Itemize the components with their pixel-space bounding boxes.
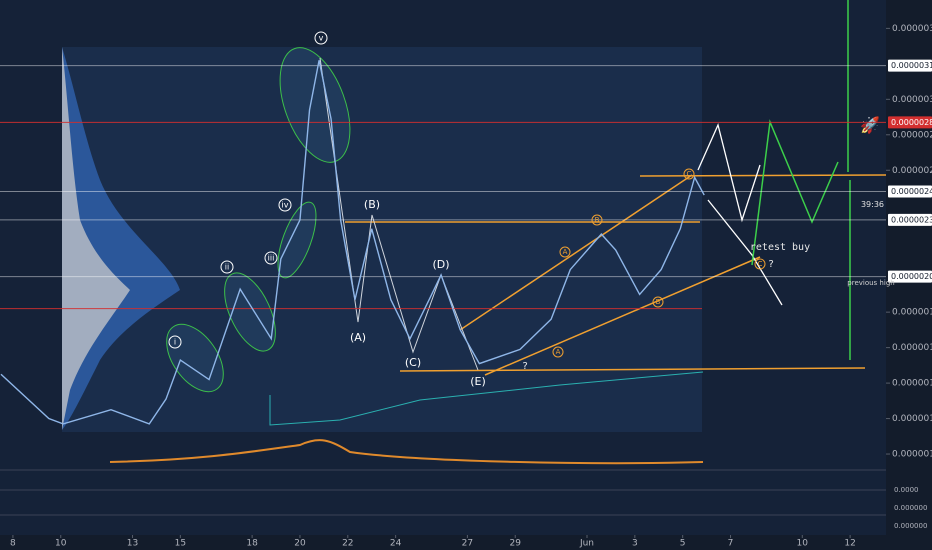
channel-top [459, 174, 693, 331]
pane-axis-label: 0.000000 [894, 522, 927, 530]
projection-white [697, 123, 783, 306]
y-tick-label: 0.00000260 [892, 166, 932, 176]
wave-label: previous high [847, 279, 894, 287]
wave-marker [552, 346, 564, 358]
price-marker [888, 185, 932, 198]
x-tick-label: 24 [390, 539, 402, 549]
time-axis [0, 535, 886, 550]
wave-label: retest buy [750, 242, 810, 253]
wave-ellipses [166, 47, 351, 393]
y-tick-label: 0.00000100 [892, 450, 932, 460]
wave-label: ii [225, 263, 229, 272]
wave-marker [754, 258, 766, 270]
x-tick-label: 13 [127, 539, 138, 549]
arrow [707, 199, 783, 306]
price-line [0, 60, 705, 425]
wave-label: (C) [405, 356, 421, 369]
volume-ma [109, 439, 704, 465]
x-tick-label: 5 [680, 539, 686, 549]
arrow [751, 119, 839, 266]
wave-marker [264, 251, 278, 265]
wave-label: iii [268, 254, 275, 263]
price-marker [888, 59, 932, 72]
rocket-icon: 🚀 [860, 116, 880, 135]
arrow [697, 123, 761, 223]
x-tick-label: 12 [844, 539, 855, 549]
ellipse [224, 272, 276, 352]
wave-marker [683, 168, 695, 180]
wave-label: (A) [350, 331, 366, 344]
pane-axis-label: 0.0000 [894, 486, 919, 494]
wave-marker [220, 260, 234, 274]
price-marker-label: 0.00000287 [891, 118, 932, 127]
wave-marker [314, 31, 328, 45]
wave-marker [278, 198, 292, 212]
wave-label: iv [282, 201, 289, 210]
wave-label: (B) [364, 198, 380, 211]
wave-marker [559, 246, 571, 258]
x-tick-label: 22 [342, 539, 353, 549]
y-tick-label: 0.00000160 [892, 343, 932, 353]
x-tick-label: 10 [55, 539, 67, 549]
wave-label: C [758, 260, 763, 268]
wave-label: (D) [432, 258, 449, 271]
price-marker [888, 270, 932, 283]
wave-label: A [556, 348, 561, 356]
x-tick-label: 3 [632, 539, 638, 549]
wave-label: (E) [470, 375, 486, 388]
countdown: 39:36 [861, 200, 884, 209]
wave-label: i [174, 338, 176, 347]
pane-axis-label: 0.000000 [894, 504, 927, 512]
price-marker-label: 0.00000232 [891, 215, 932, 224]
wave-label: v [319, 34, 324, 43]
y-tick-label: 0.00000120 [892, 414, 932, 424]
x-tick-label: 29 [510, 539, 522, 549]
wave-marker [591, 214, 603, 226]
x-tick-label: 15 [175, 539, 186, 549]
y-tick-label: 0.00000340 [892, 24, 932, 34]
trend-lines [345, 174, 887, 376]
y-tick-label: 0.00000140 [892, 379, 932, 389]
price-marker-label: 0.00000200 [891, 272, 932, 281]
y-tick-label: 0.00000180 [892, 308, 932, 318]
wave-label: A [563, 248, 568, 256]
x-tick-label: 8 [10, 539, 16, 549]
wave-label: B [656, 298, 661, 306]
x-tick-label: 10 [797, 539, 809, 549]
price-marker [888, 213, 932, 226]
x-tick-label: 18 [246, 539, 258, 549]
wave-label: B [595, 216, 600, 224]
projection-green [751, 0, 851, 360]
wave-label: C [687, 170, 692, 178]
indicator-line [269, 371, 704, 426]
x-tick-label: 7 [728, 539, 734, 549]
price-marker [888, 116, 932, 129]
x-tick-label: 27 [462, 539, 473, 549]
price-marker-label: 0.00000319 [891, 61, 932, 70]
wave-label: ? [522, 361, 528, 372]
volume-profile [62, 47, 130, 430]
price-marker-label: 0.00000248 [891, 187, 932, 196]
wave-marker [652, 296, 664, 308]
y-tick-label: 0.00000300 [892, 95, 932, 105]
wave-label: ? [768, 259, 774, 270]
ellipse [277, 201, 317, 279]
x-tick-label: 20 [294, 539, 306, 549]
x-tick-label: Jun [579, 539, 594, 549]
wave-marker [168, 335, 182, 349]
channel-bottom [484, 256, 761, 376]
support [399, 367, 866, 372]
